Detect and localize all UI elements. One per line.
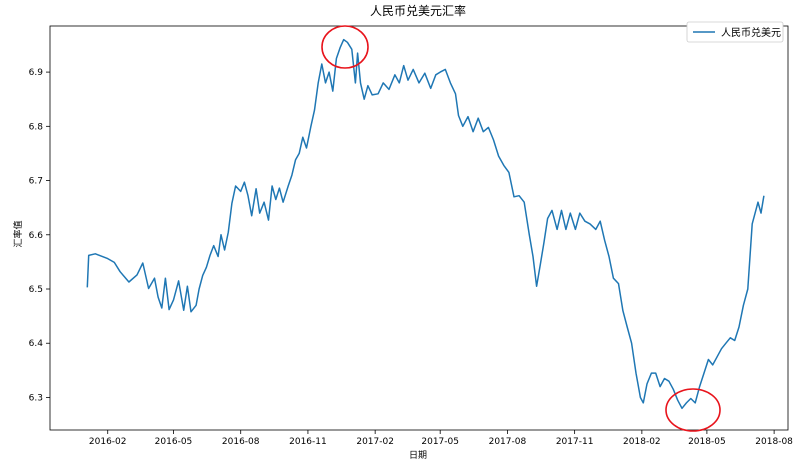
series-line: [86, 38, 765, 410]
legend-label: 人民币兑美元: [721, 26, 781, 39]
x-tick-label: 2018-08: [755, 437, 793, 447]
chart-title: 人民币兑美元汇率: [370, 3, 466, 18]
x-tick-label: 2017-02: [356, 437, 394, 447]
x-axis: 2016-02 2016-05 2016-08 2016-11 2017-02 2017-…: [89, 430, 793, 447]
legend-box: [686, 21, 784, 43]
x-tick-label: 2017-08: [489, 437, 527, 447]
x-tick-label: 2018-02: [623, 437, 661, 447]
y-axis-label: 汇率值: [12, 220, 24, 247]
y-tick-label: 6.7: [29, 177, 43, 187]
y-tick-label: 6.5: [29, 285, 43, 295]
plot-area: [49, 25, 789, 431]
x-tick-label: 2017-11: [556, 437, 594, 447]
annotation-circle-trough: [665, 388, 721, 432]
legend: 人民币兑美元: [686, 21, 784, 43]
x-tick-label: 2018-05: [688, 437, 726, 447]
y-tick-label: 6.4: [29, 339, 44, 349]
y-axis: 6.3 6.4 6.5 6.6 6.7 6.8 6.9: [29, 68, 50, 403]
x-tick-label: 2016-11: [289, 437, 327, 447]
x-tick-label: 2017-05: [421, 437, 459, 447]
x-tick-label: 2016-08: [222, 437, 260, 447]
y-tick-label: 6.6: [29, 231, 44, 241]
y-tick-label: 6.9: [29, 68, 44, 78]
y-tick-label: 6.3: [29, 393, 43, 403]
x-tick-label: 2016-05: [155, 437, 193, 447]
annotation-circle-peak: [321, 25, 369, 69]
x-tick-label: 2016-02: [89, 437, 127, 447]
y-tick-label: 6.8: [29, 122, 44, 132]
x-axis-label: 日期: [409, 450, 427, 461]
